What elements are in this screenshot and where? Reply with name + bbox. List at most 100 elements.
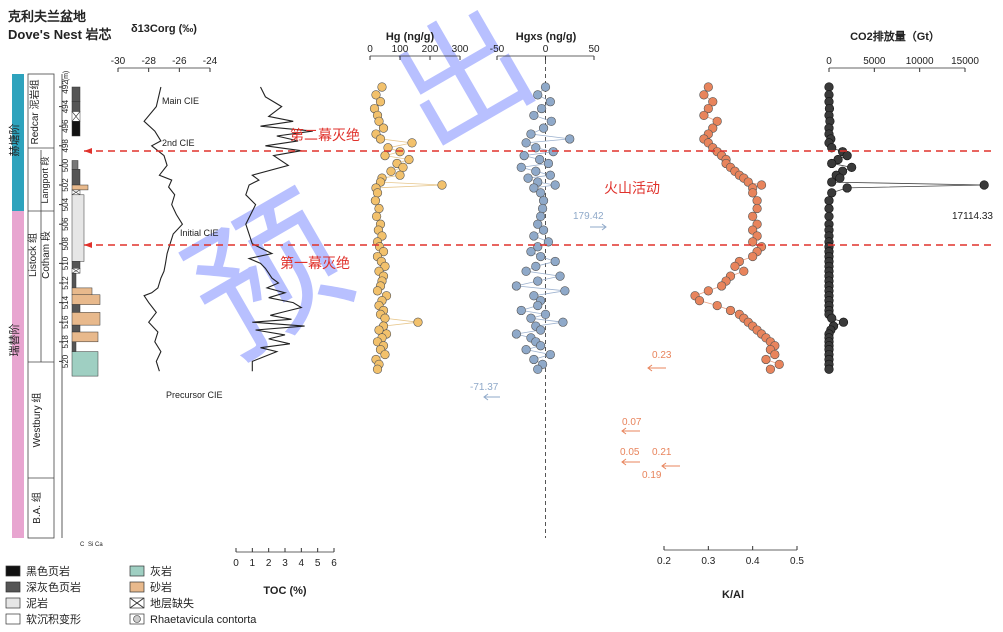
- hg-tick-label: 100: [392, 44, 409, 55]
- hgxs-point: [533, 219, 543, 229]
- kal-point: [765, 364, 776, 374]
- hgxs-point: [558, 317, 568, 327]
- lithology-bed: [71, 287, 93, 296]
- hgxs-title: Hgxs (ng/g): [516, 31, 577, 43]
- hgxs-point: [538, 225, 549, 235]
- formation-frame: [27, 73, 55, 539]
- core-title-cn: 克利夫兰盆地: [8, 9, 87, 24]
- kal-line: [694, 86, 781, 370]
- legend-label: 软沉积变形: [26, 612, 81, 626]
- kal-point: [770, 349, 780, 360]
- gap-cross: [71, 268, 81, 274]
- hgxs-point: [536, 325, 546, 335]
- formation-label: Westbury 组: [30, 393, 43, 448]
- hg-point: [404, 154, 414, 165]
- depth-label: 520: [61, 354, 70, 368]
- toc-line: [245, 86, 313, 372]
- depth-label: 516: [61, 315, 70, 329]
- cie-label: Precursor CIE: [166, 390, 223, 400]
- cie-label: Initial CIE: [180, 228, 219, 238]
- hg-point: [375, 97, 386, 107]
- hgxs-point: [546, 116, 556, 126]
- lithology-bed: [71, 184, 89, 191]
- hg-tick-label: 300: [452, 44, 469, 55]
- co2-point: [979, 180, 989, 190]
- hgxs-point: [540, 309, 551, 319]
- hg-point: [378, 247, 389, 257]
- lithology-bed: [71, 294, 101, 305]
- legend-label: 泥岩: [26, 596, 48, 610]
- co2-tick-label: 0: [826, 56, 832, 67]
- hgxs-point: [531, 261, 541, 271]
- kal-point: [703, 286, 713, 296]
- hgxs-point: [529, 354, 539, 365]
- kal-point: [725, 305, 736, 316]
- lithology-bed: [71, 351, 99, 377]
- legend-label: 黑色页岩: [26, 564, 70, 578]
- hgxs-point: [529, 291, 539, 301]
- lith-scale-label: Si: [88, 542, 93, 548]
- lithology-bed: [71, 341, 77, 352]
- kal-outlier-label: 0.19: [642, 470, 662, 481]
- lithology-bed: [71, 331, 99, 343]
- legend-swatch: [5, 597, 21, 609]
- hgxs-outlier-label: -71.37: [470, 382, 499, 393]
- hgxs-point: [538, 123, 549, 133]
- hgxs-point: [536, 188, 546, 198]
- hgxs-point: [535, 154, 545, 165]
- co2-tick-label: 5000: [863, 56, 886, 67]
- hgxs-point: [511, 329, 522, 339]
- hgxs-tick-label: -50: [490, 44, 505, 55]
- formation-label: Redcar 泥岩组: [28, 79, 41, 144]
- kal-point: [730, 261, 740, 271]
- co2-line: [828, 87, 985, 370]
- co2-point: [824, 82, 834, 92]
- outlier-arrow: [483, 393, 500, 401]
- depth-label: 514: [61, 295, 70, 309]
- kal-tick-label: 0.2: [657, 556, 671, 567]
- gap-cross: [71, 189, 81, 196]
- hg-point: [380, 261, 390, 271]
- hg-point: [380, 151, 390, 161]
- hg-point: [374, 325, 384, 335]
- d13c-tick-label: -24: [203, 56, 218, 67]
- outlier-arrow: [647, 364, 666, 372]
- lithology-bed: [71, 194, 85, 262]
- depth-label: 500: [61, 158, 70, 172]
- toc-xlabel: TOC (%): [263, 585, 307, 597]
- hgxs-point: [523, 173, 533, 183]
- lithology-bed: [71, 121, 81, 137]
- co2-title: CO2排放量（Gt）: [850, 29, 940, 43]
- depth-label: 518: [61, 335, 70, 349]
- kal-point: [774, 359, 784, 369]
- kal-point: [748, 211, 758, 221]
- hgxs-point: [521, 266, 531, 276]
- kal-point: [708, 97, 718, 107]
- hgxs-point: [531, 166, 541, 176]
- event-arrow: [84, 148, 92, 154]
- kal-point: [717, 281, 727, 291]
- kal-outlier-label: 0.21: [652, 447, 672, 458]
- hgxs-point: [533, 364, 543, 374]
- toc-tick-label: 0: [233, 558, 239, 569]
- co2-point: [842, 151, 852, 161]
- legend-swatch: [5, 565, 21, 577]
- hg-point: [380, 349, 390, 360]
- hg-point: [374, 203, 384, 214]
- lithology-bed: [71, 324, 81, 333]
- lithology-bed: [71, 261, 81, 269]
- hg-point: [437, 180, 447, 190]
- hgxs-point: [550, 256, 560, 267]
- co2-point: [835, 173, 845, 183]
- legend-swatch: [5, 581, 21, 593]
- hgxs-point: [533, 90, 543, 100]
- hgxs-point: [560, 286, 570, 296]
- co2-point: [838, 317, 849, 327]
- kal-tick-label: 0.5: [790, 556, 804, 567]
- legend-label: 地层缺失: [150, 596, 194, 610]
- kal-point: [712, 116, 722, 126]
- legend-swatch: [5, 613, 21, 625]
- co2-point: [824, 364, 834, 374]
- hgxs-point: [545, 349, 555, 360]
- stage-bar-upper: [12, 74, 24, 211]
